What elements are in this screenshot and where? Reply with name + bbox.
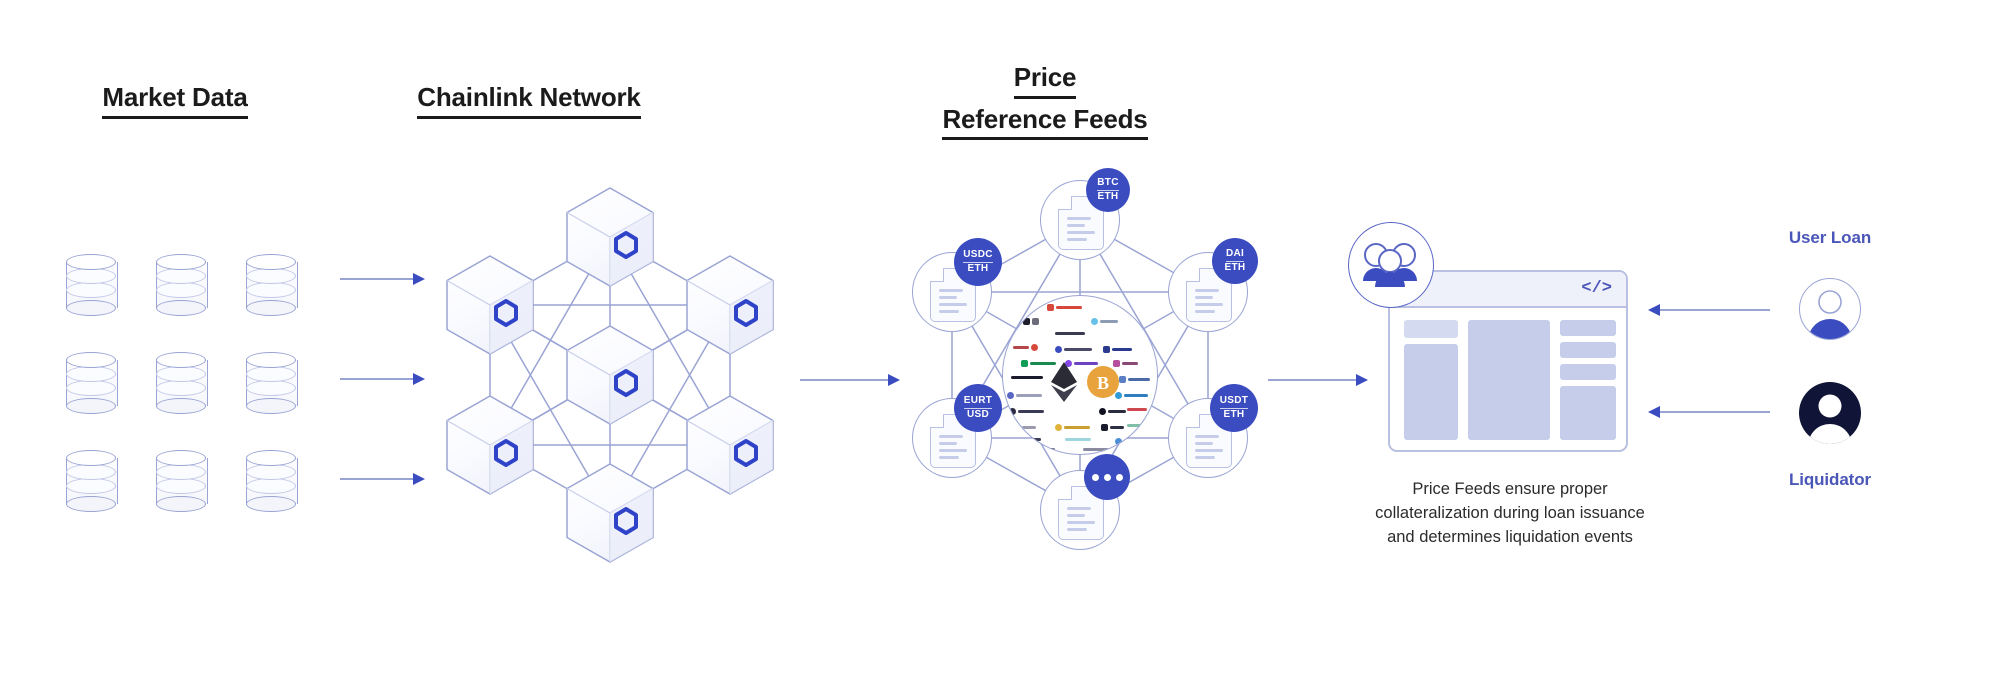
panel-block [1560, 386, 1616, 440]
chainlink-hexagon-icon [494, 439, 518, 467]
ethereum-icon [1051, 362, 1077, 407]
pair-bottom: ETH [1224, 261, 1246, 273]
panel-block [1404, 344, 1458, 440]
arrow-feeds-to-dashboard [1268, 373, 1368, 387]
chainlink-hexagon-icon [494, 299, 518, 327]
heading-line: Price [1013, 62, 1076, 99]
pair-top: EURT [963, 395, 993, 409]
ellipsis-icon[interactable] [1084, 454, 1130, 500]
feed-pair-badge: USDC ETH [954, 238, 1002, 286]
chainlink-hexagon-icon [734, 439, 758, 467]
chainlink-node[interactable] [566, 463, 654, 563]
pair-bottom: ETH [1223, 408, 1245, 420]
price-feed-eurt-usd[interactable]: EURT USD [912, 384, 1002, 478]
chainlink-node[interactable] [566, 325, 654, 425]
feed-pair-badge: USDT ETH [1210, 384, 1258, 432]
heading-line: Reference Feeds [942, 104, 1148, 141]
arrow-network-to-feeds [800, 373, 900, 387]
arrow-md-row-3 [340, 472, 425, 486]
feed-document-icon [929, 267, 976, 322]
pair-top: USDC [963, 249, 993, 263]
chainlink-node[interactable] [446, 255, 534, 355]
chainlink-hexagon-icon [614, 369, 638, 397]
feed-pair-badge: BTC ETH [1086, 168, 1130, 212]
panel-block [1560, 364, 1616, 380]
heading-line: Market Data [102, 82, 248, 119]
users-group-icon [1348, 222, 1434, 308]
data-source-cylinder [246, 352, 298, 414]
chainlink-node[interactable] [686, 255, 774, 355]
feed-document-icon [929, 413, 976, 468]
data-source-cylinder [246, 450, 298, 512]
arrow-liquidator-to-dashboard [1648, 405, 1770, 419]
data-source-cylinder [156, 254, 208, 316]
arrow-user-loan-to-dashboard [1648, 303, 1770, 317]
chainlink-hexagon-icon [734, 299, 758, 327]
pair-top: BTC [1097, 177, 1119, 191]
price-feed-more[interactable] [1040, 454, 1130, 550]
panel-block [1404, 320, 1458, 338]
user-solid-avatar[interactable] [1799, 382, 1861, 444]
data-source-cylinder [156, 450, 208, 512]
dapp-window[interactable]: </> [1388, 270, 1628, 452]
chainlink-node[interactable] [446, 395, 534, 495]
pair-top: USDT [1219, 395, 1249, 409]
heading-line: Chainlink Network [417, 82, 641, 119]
arrow-md-row-2 [340, 372, 425, 386]
bitcoin-icon: B [1087, 366, 1119, 403]
price-feed-btc-eth[interactable]: BTC ETH [1040, 168, 1130, 260]
section-heading-market-data: Market Data [60, 82, 290, 119]
actor-label-liquidator: Liquidator [1788, 470, 1872, 489]
pair-top: DAI [1225, 248, 1245, 262]
data-source-cylinder [66, 352, 118, 414]
pair-bottom: USD [966, 408, 989, 420]
arrow-md-row-1 [340, 272, 425, 286]
price-feed-dai-eth[interactable]: DAI ETH [1168, 238, 1258, 332]
blockchain-logos-cluster: B [1002, 295, 1158, 455]
chainlink-node[interactable] [686, 395, 774, 495]
data-source-cylinder [66, 254, 118, 316]
pair-bottom: ETH [967, 262, 989, 274]
section-heading-price-reference-feeds: Price Reference Feeds [880, 62, 1210, 141]
data-source-cylinder [156, 352, 208, 414]
panel-block [1560, 320, 1616, 336]
price-feed-usdc-eth[interactable]: USDC ETH [912, 238, 1002, 332]
user-outline-avatar[interactable] [1799, 278, 1861, 340]
chainlink-hexagon-icon [614, 507, 638, 535]
section-heading-chainlink-network: Chainlink Network [364, 82, 694, 119]
dashboard-caption: Price Feeds ensure proper collateralizat… [1375, 480, 1645, 546]
feed-document-icon [1057, 485, 1104, 540]
pair-bottom: ETH [1097, 190, 1119, 202]
feed-pair-badge: EURT USD [954, 384, 1002, 432]
data-source-cylinder [246, 254, 298, 316]
price-feed-usdt-eth[interactable]: USDT ETH [1168, 384, 1258, 478]
panel-main [1468, 320, 1550, 440]
actor-label-user-loan: User Loan [1788, 228, 1872, 247]
data-source-cylinder [66, 450, 118, 512]
panel-block [1560, 342, 1616, 358]
code-icon[interactable]: </> [1581, 279, 1612, 298]
chainlink-node[interactable] [566, 187, 654, 287]
feed-pair-badge: DAI ETH [1212, 238, 1258, 284]
svg-text:B: B [1097, 373, 1109, 393]
chainlink-hexagon-icon [614, 231, 638, 259]
